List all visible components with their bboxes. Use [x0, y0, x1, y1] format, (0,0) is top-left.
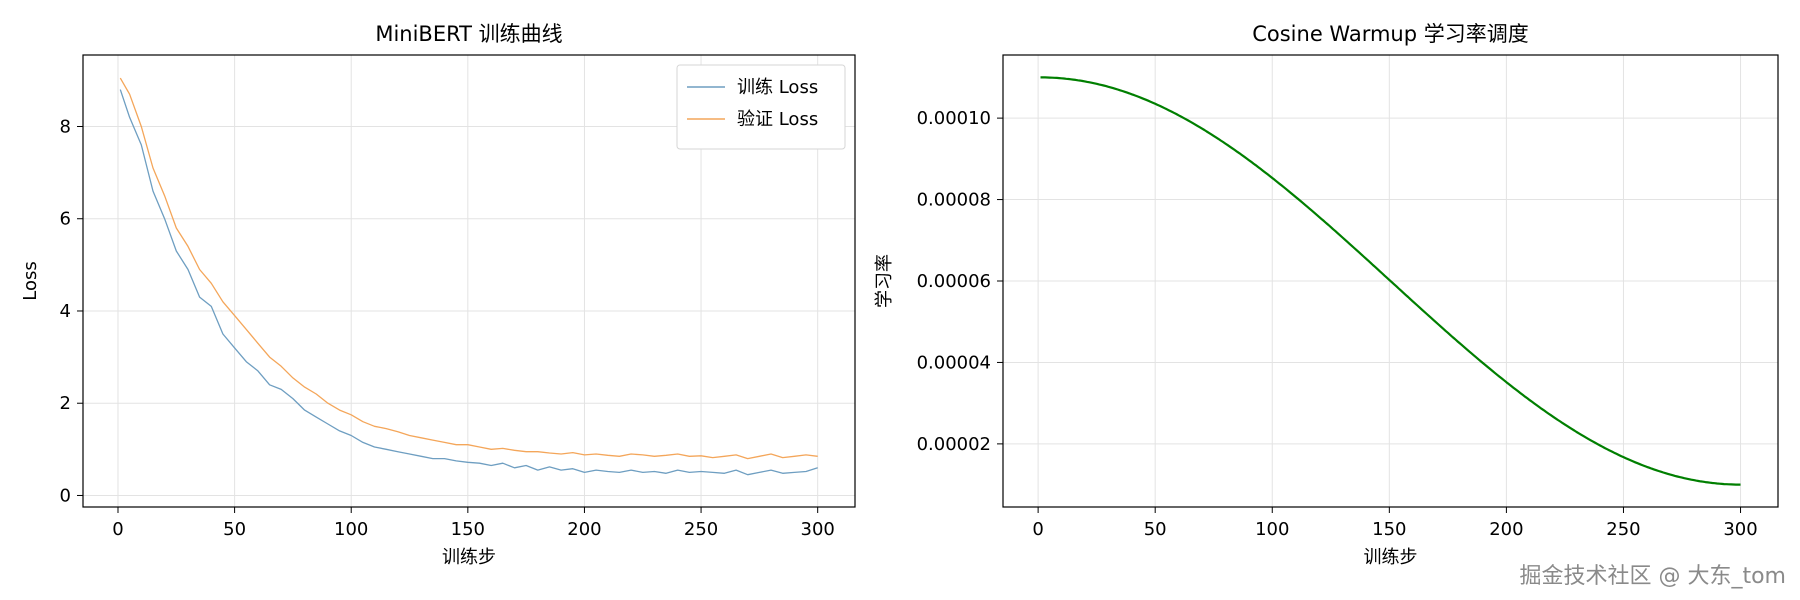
series-line-验证 Loss: [119, 77, 818, 460]
legend-box: [676, 64, 846, 150]
y-tick-label: 0.00008: [917, 190, 991, 211]
x-tick-label: 250: [684, 519, 718, 540]
x-tick-label: 150: [451, 519, 485, 540]
series-line-lr: [1040, 76, 1741, 486]
y-tick-label: 4: [60, 301, 71, 322]
x-tick-label: 150: [1372, 519, 1406, 540]
y-axis-label: 学习率: [874, 254, 895, 308]
x-tick-label: 300: [801, 519, 835, 540]
y-tick-label: 0.00004: [917, 352, 991, 373]
x-tick-label: 100: [1255, 519, 1289, 540]
x-tick-label: 50: [223, 519, 246, 540]
x-tick-label: 50: [1144, 519, 1167, 540]
legend-label: 验证 Loss: [737, 109, 818, 130]
axes-frame: [1002, 54, 1779, 508]
chart-title: Cosine Warmup 学习率调度: [1252, 22, 1529, 46]
x-tick-label: 250: [1606, 519, 1640, 540]
y-axis-label: Loss: [20, 261, 41, 300]
legend-label: 训练 Loss: [737, 77, 818, 98]
y-tick-label: 0.00002: [917, 434, 991, 455]
y-tick-label: 0.00006: [917, 271, 991, 292]
y-tick-label: 0.00010: [917, 108, 991, 129]
y-tick-label: 2: [60, 393, 71, 414]
chart-title: MiniBERT 训练曲线: [375, 22, 562, 46]
y-tick-label: 8: [60, 116, 71, 137]
series-line-训练 Loss: [119, 89, 818, 476]
watermark: 掘金技术社区 @ 大东_tom: [1519, 564, 1786, 589]
x-tick-label: 0: [112, 519, 123, 540]
x-tick-label: 300: [1723, 519, 1757, 540]
x-tick-label: 200: [1489, 519, 1523, 540]
x-tick-label: 0: [1032, 519, 1043, 540]
x-axis-label: 训练步: [1364, 547, 1418, 568]
y-tick-label: 6: [60, 209, 71, 230]
axes-frame: [82, 54, 856, 508]
plot-area: [119, 77, 818, 476]
y-tick-label: 0: [60, 485, 71, 506]
plot-area: [1040, 76, 1741, 486]
x-axis-label: 训练步: [442, 547, 496, 568]
learning-rate-chart: 0 50 100 150 200 250 300 0.00002 0.00004 0.00006 0…: [874, 22, 1779, 568]
legend: 训练 Loss 验证 Loss: [676, 64, 846, 150]
x-tick-label: 200: [567, 519, 601, 540]
x-tick-label: 100: [334, 519, 368, 540]
